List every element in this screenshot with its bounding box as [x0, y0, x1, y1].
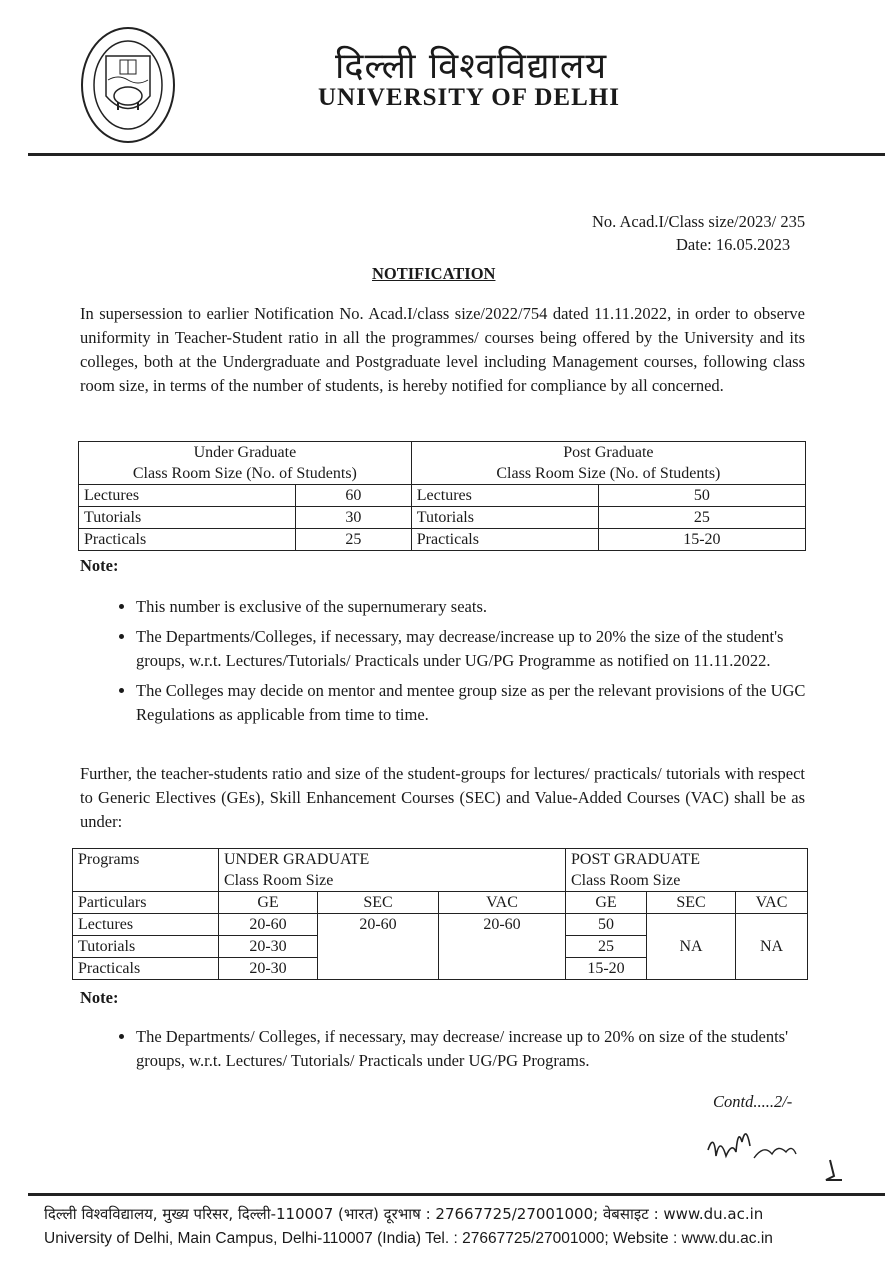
table-row: Tutorials 30 Tutorials 25 [78, 506, 807, 529]
ug-value: 30 [295, 506, 412, 529]
pg-ge-value: 50 [565, 913, 647, 936]
hindi-title: दिल्ली विश्वविद्यालय [335, 46, 608, 87]
notes-list: This number is exclusive of the supernum… [108, 595, 836, 733]
ug-ge-value: 20-30 [218, 935, 318, 958]
pg-value: 15-20 [597, 528, 807, 551]
class-size-table: Under Graduate Class Room Size (No. of St… [78, 441, 807, 551]
table-row: Lectures 60 Lectures 50 [78, 484, 807, 507]
table-header-row: Programs UNDER GRADUATE Class Room Size P… [72, 848, 808, 892]
pg-header: POST GRADUATE Class Room Size [565, 848, 808, 892]
row-label: Tutorials [72, 935, 219, 958]
notification-heading: NOTIFICATION [372, 264, 496, 283]
header-divider [28, 153, 885, 156]
ug-header: UNDER GRADUATE Class Room Size [218, 848, 566, 892]
ug-vac-value: 20-60 [438, 913, 566, 980]
pg-ge-value: 15-20 [565, 957, 647, 980]
pg-header: Post Graduate Class Room Size (No. of Stu… [410, 441, 807, 485]
table-row: Practicals 25 Practicals 15-20 [78, 528, 807, 551]
note-item: The Departments/ Colleges, if necessary,… [136, 1025, 836, 1073]
intro-paragraph: In supersession to earlier Notification … [80, 304, 805, 395]
ug-header-line1: Under Graduate [193, 444, 297, 461]
note-label: Note: [80, 988, 119, 1007]
col-header: GE [565, 891, 647, 914]
ug-header-line2: Class Room Size [224, 872, 334, 889]
ug-ge-value: 20-60 [218, 913, 318, 936]
note-item: The Colleges may decide on mentor and me… [136, 679, 836, 727]
note-label: Note: [80, 556, 119, 575]
ug-header-line1: UNDER GRADUATE [224, 851, 370, 868]
pg-vac-value: NA [735, 913, 808, 980]
row-label: Lectures [410, 484, 599, 507]
particulars-header: Particulars [72, 891, 219, 914]
ug-header: Under Graduate Class Room Size (No. of St… [78, 441, 412, 485]
note-item: This number is exclusive of the supernum… [136, 595, 836, 619]
table-subheader-row: Particulars GE SEC VAC GE SEC VAC [72, 891, 808, 914]
row-label: Practicals [78, 528, 296, 551]
row-label: Practicals [410, 528, 599, 551]
col-header: GE [218, 891, 318, 914]
row-label: Practicals [72, 957, 219, 980]
footer-divider [28, 1193, 885, 1196]
ug-value: 60 [295, 484, 412, 507]
notes-list: The Departments/ Colleges, if necessary,… [108, 1025, 836, 1079]
pg-header-line2: Class Room Size (No. of Students) [496, 465, 721, 482]
table-row: Lectures 20-60 20-60 20-60 50 NA NA [72, 913, 808, 980]
further-paragraph: Further, the teacher-students ratio and … [80, 764, 805, 831]
pg-sec-value: NA [646, 913, 736, 980]
col-header: SEC [646, 891, 736, 914]
notification-date: Date: 16.05.2023 [676, 235, 791, 254]
continued-label: Contd.....2/- [713, 1092, 793, 1111]
footer-english: University of Delhi, Main Campus, Delhi-… [44, 1230, 773, 1247]
reference-number: No. Acad.I/Class size/2023/ 235 [592, 212, 806, 231]
row-label: Lectures [72, 913, 219, 936]
row-label: Tutorials [78, 506, 296, 529]
pg-value: 25 [597, 506, 807, 529]
col-header: VAC [735, 891, 808, 914]
ug-sec-value: 20-60 [317, 913, 439, 980]
university-seal-logo [81, 27, 175, 143]
programs-header: Programs [72, 848, 219, 892]
signature [707, 1133, 842, 1181]
pg-value: 50 [597, 484, 807, 507]
ug-value: 25 [295, 528, 412, 551]
row-label: Lectures [78, 484, 296, 507]
ug-header-line2: Class Room Size (No. of Students) [132, 465, 357, 482]
table-header-row: Under Graduate Class Room Size (No. of St… [78, 441, 807, 485]
pg-header-line1: Post Graduate [563, 444, 654, 461]
ug-ge-value: 20-30 [218, 957, 318, 980]
col-header: VAC [438, 891, 566, 914]
col-header: SEC [317, 891, 439, 914]
english-title: UNIVERSITY OF DELHI [318, 84, 620, 111]
row-label: Tutorials [410, 506, 599, 529]
pg-ge-value: 25 [565, 935, 647, 958]
course-class-size-table: Programs UNDER GRADUATE Class Room Size P… [72, 848, 808, 980]
note-item: The Departments/Colleges, if necessary, … [136, 625, 836, 673]
footer-hindi: दिल्ली विश्वविद्यालय, मुख्य परिसर, दिल्ल… [44, 1205, 764, 1223]
pg-header-line2: Class Room Size [571, 872, 681, 889]
pg-header-line1: POST GRADUATE [571, 851, 701, 868]
table-row: Practicals 20-30 15-20 [72, 957, 808, 980]
